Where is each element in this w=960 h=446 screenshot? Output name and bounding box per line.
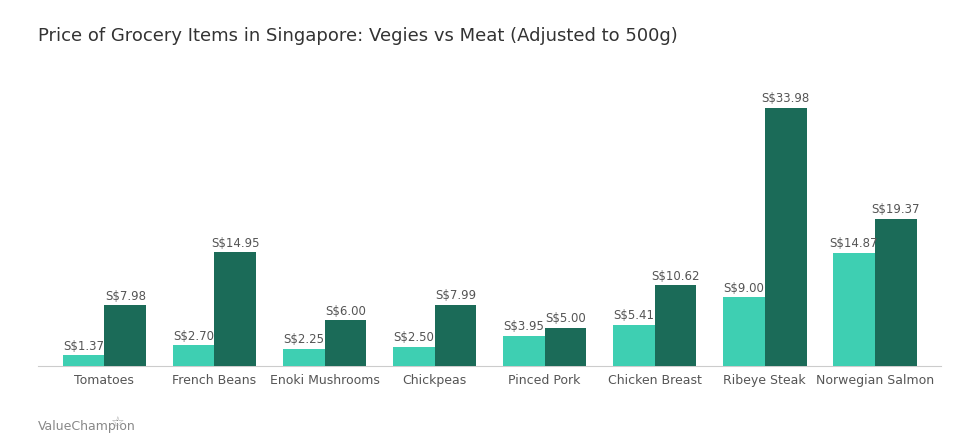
Text: S$2.50: S$2.50 — [394, 331, 434, 344]
Text: S$2.25: S$2.25 — [283, 333, 324, 346]
Text: S$9.00: S$9.00 — [724, 282, 764, 295]
Bar — [723, 297, 765, 366]
Bar — [503, 336, 544, 366]
Bar — [393, 347, 435, 366]
Bar — [214, 252, 256, 366]
Bar — [435, 305, 476, 366]
Text: S$7.99: S$7.99 — [435, 289, 476, 302]
Text: S$7.98: S$7.98 — [105, 289, 146, 302]
Bar — [282, 349, 324, 366]
Bar — [612, 325, 655, 366]
Text: S$5.00: S$5.00 — [545, 312, 586, 325]
Bar — [765, 108, 806, 366]
Text: S$5.41: S$5.41 — [613, 309, 655, 322]
Bar — [62, 355, 105, 366]
Text: S$1.37: S$1.37 — [63, 340, 104, 353]
Text: S$2.70: S$2.70 — [173, 330, 214, 343]
Text: S$19.37: S$19.37 — [872, 203, 920, 216]
Bar — [655, 285, 697, 366]
Bar — [833, 253, 875, 366]
Text: S$3.95: S$3.95 — [503, 320, 544, 333]
Text: S$14.87: S$14.87 — [829, 237, 878, 250]
Text: S$33.98: S$33.98 — [761, 92, 809, 105]
Bar — [875, 219, 917, 366]
Bar — [544, 328, 587, 366]
Text: S$14.95: S$14.95 — [211, 237, 259, 250]
Text: Price of Grocery Items in Singapore: Vegies vs Meat (Adjusted to 500g): Price of Grocery Items in Singapore: Veg… — [38, 27, 678, 45]
Text: ValueChampion: ValueChampion — [38, 420, 136, 433]
Bar — [173, 345, 214, 366]
Bar — [324, 320, 367, 366]
Text: S$6.00: S$6.00 — [325, 305, 366, 318]
Text: ☆: ☆ — [110, 416, 124, 431]
Text: S$10.62: S$10.62 — [651, 269, 700, 283]
Bar — [105, 305, 146, 366]
